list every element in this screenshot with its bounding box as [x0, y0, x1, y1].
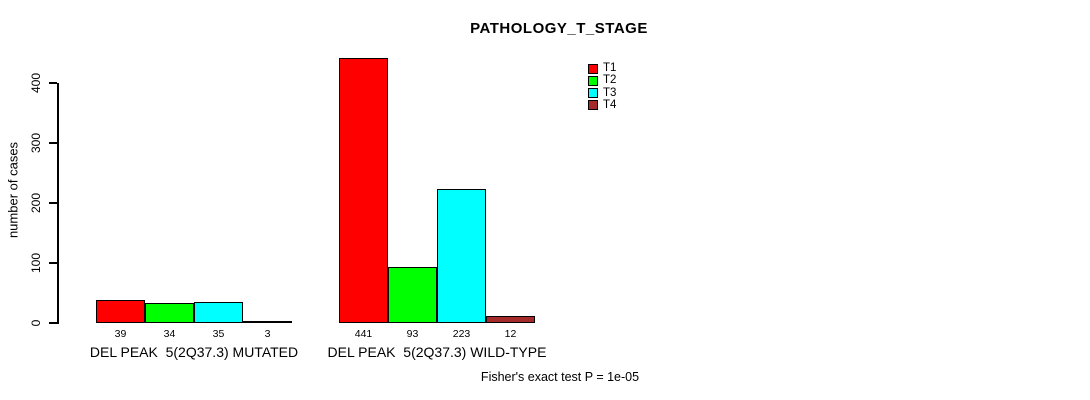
y-axis-tick	[49, 142, 57, 144]
bar-value-label: 34	[163, 328, 176, 340]
legend-label: T3	[603, 86, 617, 99]
bar-value-label: 35	[212, 328, 225, 340]
bar-t2-group2	[388, 267, 437, 323]
x-axis-group-label: DEL PEAK 5(2Q37.3) WILD-TYPE	[327, 344, 547, 360]
y-axis-tick	[49, 262, 57, 264]
y-axis-tick	[49, 82, 57, 84]
legend-item-t4: T4	[588, 98, 617, 111]
legend-label: T1	[603, 62, 617, 74]
legend-label: T2	[603, 74, 617, 87]
bar-t3-group1	[194, 302, 243, 323]
y-axis-title: number of cases	[5, 141, 21, 239]
bar-value-label: 93	[406, 328, 419, 340]
bar-value-label: 223	[452, 328, 471, 340]
legend-swatch-t4	[588, 100, 598, 111]
bar-value-label: 39	[114, 328, 127, 340]
y-axis-tick-label: 200	[29, 192, 43, 214]
y-axis-tick-label: 400	[29, 72, 43, 94]
bar-t4-group1	[243, 321, 292, 323]
bar-value-label: 3	[264, 328, 271, 340]
chart-title: PATHOLOGY_T_STAGE	[470, 20, 648, 37]
bar-t3-group2	[437, 189, 486, 323]
fisher-test-note: Fisher's exact test P = 1e-05	[480, 370, 640, 384]
y-axis-tick-label: 300	[29, 132, 43, 154]
y-axis-tick	[49, 202, 57, 204]
bar-t4-group2	[486, 316, 535, 323]
y-axis-line	[57, 83, 59, 324]
y-axis-tick	[49, 322, 57, 324]
bar-t1-group2	[339, 58, 388, 323]
legend-swatch-t1	[588, 63, 598, 74]
bar-value-label: 12	[504, 328, 517, 340]
legend-item-t1: T1	[588, 62, 617, 74]
legend-swatch-t2	[588, 75, 598, 86]
legend-swatch-t3	[588, 88, 598, 99]
y-axis-tick-label: 100	[29, 252, 43, 274]
x-axis-group-label: DEL PEAK 5(2Q37.3) MUTATED	[89, 344, 299, 360]
legend-label: T4	[603, 98, 617, 111]
y-axis-tick-label: 0	[29, 319, 43, 327]
legend-item-t2: T2	[588, 75, 616, 86]
bar-t1-group1	[96, 300, 145, 323]
legend-item-t3: T3	[588, 86, 617, 99]
bar-t2-group1	[145, 303, 194, 323]
bar-value-label: 441	[354, 328, 373, 340]
